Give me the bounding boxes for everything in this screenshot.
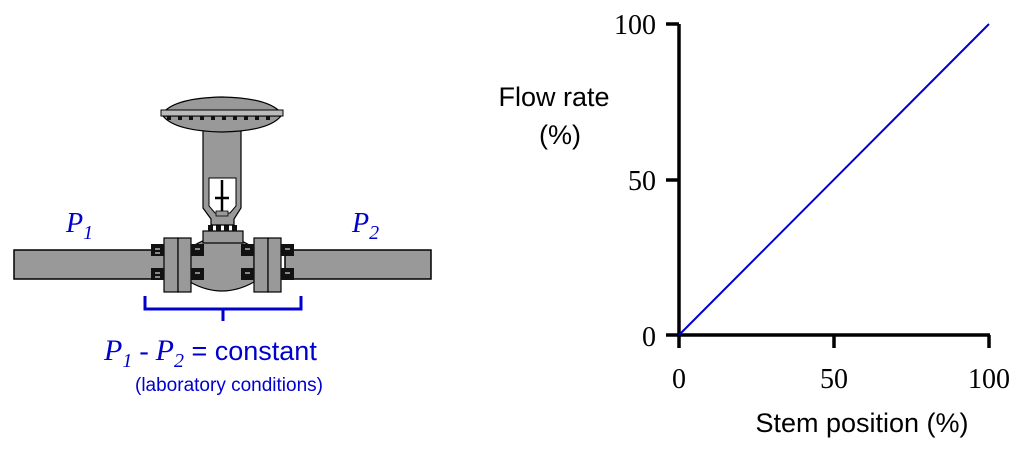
right-flange-b: [267, 237, 282, 293]
pressure-equation: P1 - P2 = constant: [103, 334, 317, 372]
x-tick-label-50: 50: [820, 364, 848, 395]
control-valve-diagram: P1 P2 P1 - P2 = constant (laboratory con…: [13, 96, 432, 396]
flow-characteristic-chart: 100 50 0 0 50 100 Flow rate (%) Stem pos…: [498, 10, 1010, 438]
label-p1: P1: [65, 208, 93, 244]
bonnet-bolts: [208, 225, 237, 231]
y-tick-label-0: 0: [642, 322, 656, 353]
bolt-highlights: [155, 248, 290, 278]
stem-block: [215, 210, 229, 217]
left-flange-a: [163, 237, 179, 293]
diaphragm-rim: [160, 109, 284, 117]
pressure-drop-bracket: [143, 296, 303, 321]
right-flange-a: [253, 237, 269, 293]
x-tick-label-100: 100: [968, 364, 1010, 395]
diaphragm-bolts: [167, 116, 270, 120]
left-flange-b: [177, 237, 192, 293]
y-tick-label-100: 100: [614, 10, 656, 41]
diaphragm-upper: [161, 96, 283, 114]
bonnet-flange: [202, 230, 244, 244]
y-axis-label-line1: Flow rate: [498, 82, 609, 112]
label-p2: P2: [351, 208, 379, 244]
inlet-pipe: [13, 249, 175, 280]
y-tick-label-50: 50: [628, 166, 656, 197]
y-axis-label-line2: (%): [539, 120, 581, 150]
conditions-note: (laboratory conditions): [135, 375, 323, 396]
outlet-pipe: [284, 249, 432, 280]
linear-characteristic-line: [678, 23, 990, 336]
x-tick-label-0: 0: [672, 364, 686, 395]
x-axis-label: Stem position (%): [755, 408, 968, 438]
